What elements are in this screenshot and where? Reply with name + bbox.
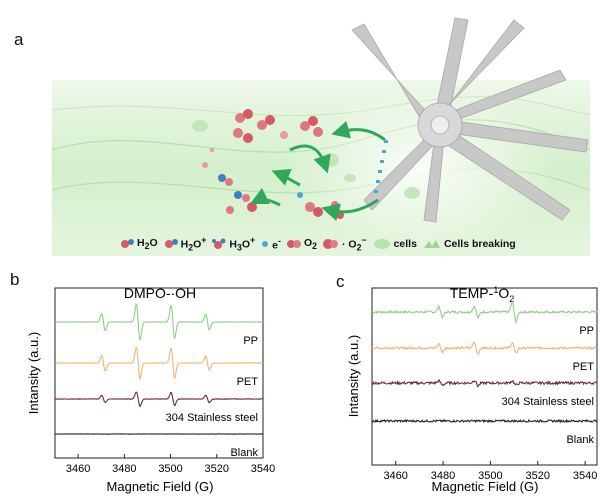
panel-c-xlabel: Magnetic Field (G): [432, 479, 539, 494]
cell-breaking-icon: [423, 239, 440, 248]
panel-c-title: TEMP-1O2: [450, 285, 514, 304]
panel-a-legend: H2O H2O+ H3O+ e- O2 · O2− cells Cells br…: [120, 235, 516, 253]
panel-c-chart: TEMP-1O2 Magnetic Field (G) Intansity (a…: [346, 285, 598, 494]
panel-c-xtick-label: 3540: [573, 470, 597, 482]
panel-c-series-line: [371, 379, 598, 388]
panel-c-ylabel: Intansity (a.u.): [346, 335, 361, 417]
panel-c-series-label: PET: [573, 361, 595, 373]
panel-b-label: b: [10, 270, 20, 289]
panel-c-series-label: 304 Stainless steel: [502, 396, 594, 408]
panel-c-xtick-label: 3480: [431, 470, 455, 482]
reaction-arrow-icon: [249, 120, 386, 222]
panel-b-plot-frame: [54, 287, 264, 459]
molecule-cluster-icon: [202, 109, 344, 219]
panel-c-xtick-label: 3520: [526, 470, 550, 482]
panel-c-xtick-label: 3460: [383, 470, 407, 482]
panel-b-xtick-label: 3520: [205, 463, 229, 475]
panel-c-series-label: Blank: [566, 434, 594, 446]
panel-b-series-label: Blank: [230, 447, 258, 459]
panel-b-series-line: [55, 346, 263, 380]
legend-h3o-plus: H3O+: [212, 235, 255, 253]
stirring-blade-icon: [351, 17, 589, 223]
panel-b-chart: DMPO-·OH Magnetic Field (G) Intansity (a…: [26, 285, 275, 494]
legend-electron: e-: [261, 236, 281, 252]
superoxide-icon: [322, 238, 338, 249]
panel-c-plot-frame: [371, 287, 598, 466]
panel-b-series-label: 304 Stainless steel: [166, 412, 258, 424]
panel-a-illustration: [51, 17, 591, 256]
panel-b-xtick-label: 3540: [251, 463, 275, 475]
cell-icon: [373, 238, 390, 249]
legend-superoxide: · O2−: [322, 235, 367, 253]
panel-b-xlabel: Magnetic Field (G): [107, 479, 214, 494]
panel-b-series-label: PET: [237, 376, 259, 388]
legend-cells-breaking: Cells breaking: [423, 238, 516, 250]
panel-b-xtick-label: 3500: [158, 463, 182, 475]
panel-b-xtick-label: 3480: [112, 463, 136, 475]
panel-b-ylabel: Intansity (a.u.): [26, 332, 41, 414]
panel-a-label: a: [14, 30, 24, 49]
panel-c-label: c: [336, 272, 345, 291]
electron-icon: [262, 240, 269, 247]
hydroxide-ion-icon: [164, 238, 178, 248]
legend-h2o: H2O: [120, 237, 158, 251]
water-molecule-icon: [121, 238, 134, 248]
panel-b-series-line: [54, 391, 264, 408]
panel-c-series-label: PP: [579, 325, 594, 337]
panel-b-series-label: PP: [243, 335, 258, 347]
legend-cells: cells: [373, 238, 417, 250]
panel-c-series-line: [371, 340, 598, 355]
panel-b-xtick-label: 3460: [66, 463, 90, 475]
hydronium-icon: [212, 238, 226, 249]
legend-h2o-plus: H2O+: [164, 235, 206, 253]
panel-c-xtick-label: 3500: [478, 470, 502, 482]
electron-stream-icon: [374, 140, 388, 193]
panel-c-series-line: [371, 300, 598, 325]
panel-c-series-line: [371, 418, 598, 424]
panel-b-series-line: [55, 303, 264, 341]
panel-b-title: DMPO-·OH: [124, 285, 196, 301]
oxygen-icon: [286, 239, 301, 248]
legend-o2: O2: [286, 237, 317, 251]
